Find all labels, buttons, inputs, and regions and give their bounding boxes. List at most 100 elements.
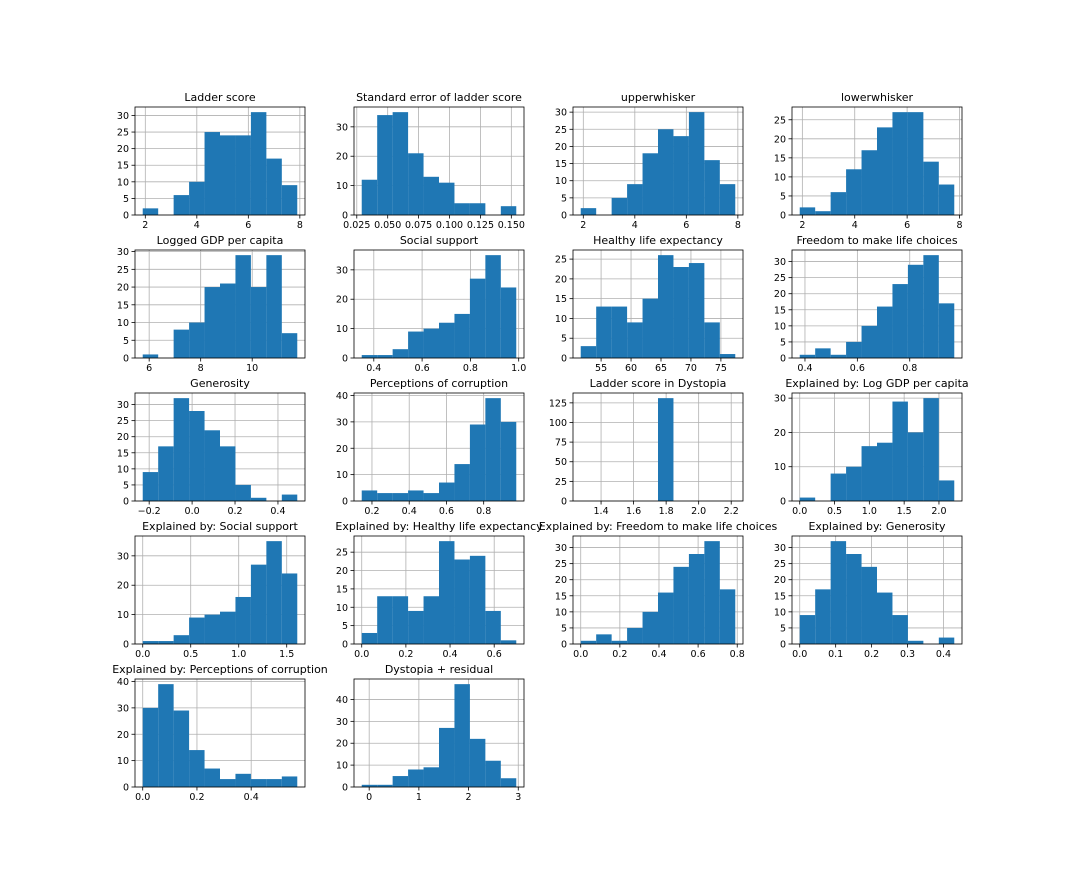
y-tick-label: 20 — [774, 428, 786, 439]
y-tick-label: 5 — [780, 191, 786, 202]
x-tick-label: 0.0 — [792, 506, 807, 517]
subplot-title: lowerwhisker — [841, 91, 914, 104]
x-tick-label: 0.5 — [827, 506, 842, 517]
y-tick-label: 0 — [561, 354, 567, 365]
x-tick-label: 0.0 — [185, 506, 200, 517]
bar — [861, 566, 877, 644]
bar — [642, 298, 658, 358]
y-tick-label: 20 — [336, 295, 348, 306]
axes-frame — [134, 535, 306, 645]
y-tick-label: 0 — [342, 211, 348, 222]
x-tick-label: 0.8 — [463, 363, 478, 374]
y-tick-label: 15 — [774, 153, 786, 164]
bar — [799, 354, 816, 358]
y-tick-label: 30 — [774, 394, 786, 405]
y-tick-label: 0 — [780, 211, 786, 222]
y-tick-label: 0 — [780, 640, 786, 651]
y-tick-label: 25 — [555, 477, 567, 488]
bar — [938, 637, 955, 644]
bar — [846, 466, 862, 501]
y-tick-label: 50 — [555, 457, 567, 468]
bar — [719, 589, 736, 644]
bar — [642, 611, 658, 644]
x-tick-label: 10 — [246, 363, 258, 374]
y-tick-label: 15 — [336, 584, 348, 595]
axes-frame — [572, 249, 744, 359]
bar — [704, 322, 720, 358]
y-tick-label: 100 — [549, 418, 567, 429]
bar — [439, 482, 455, 501]
y-tick-label: 20 — [774, 134, 786, 145]
x-tick-label: 8 — [735, 220, 741, 231]
bar — [923, 255, 939, 358]
bar — [220, 135, 236, 215]
bar — [923, 161, 939, 215]
y-tick-label: 30 — [117, 703, 129, 714]
y-tick-label: 20 — [117, 432, 129, 443]
y-tick-label: 5 — [561, 334, 567, 345]
y-tick-label: 5 — [123, 336, 129, 347]
y-tick-label: 5 — [123, 194, 129, 205]
bar — [392, 596, 409, 644]
y-tick-label: 10 — [117, 756, 129, 767]
x-tick-label: 0.6 — [439, 506, 454, 517]
x-tick-label: 4 — [852, 220, 858, 231]
x-tick-label: 0.8 — [476, 506, 491, 517]
y-tick-label: 25 — [555, 559, 567, 570]
bar — [377, 355, 393, 358]
bar — [877, 127, 893, 215]
bar — [204, 132, 220, 215]
x-tick-label: 0.4 — [936, 649, 951, 660]
bar — [220, 283, 236, 358]
bar — [454, 203, 470, 215]
axes-frame — [353, 249, 525, 359]
bar — [235, 255, 251, 358]
bar — [189, 617, 205, 644]
y-tick-label: 30 — [117, 400, 129, 411]
y-tick-label: 25 — [336, 548, 348, 559]
x-tick-label: 1.0 — [511, 363, 526, 374]
bar — [877, 442, 893, 501]
bar — [627, 184, 643, 215]
subplot-title: Healthy life expectancy — [593, 234, 723, 247]
bar — [142, 208, 159, 215]
x-tick-label: 0.6 — [487, 649, 502, 660]
bar — [627, 627, 643, 644]
bar — [423, 493, 439, 501]
bar — [892, 401, 908, 501]
bar — [281, 494, 298, 501]
bar — [907, 264, 924, 358]
x-tick-label: 0.4 — [366, 363, 381, 374]
bar — [423, 176, 439, 215]
x-tick-label: 4 — [632, 220, 638, 231]
x-tick-label: 0.4 — [270, 506, 285, 517]
subplot-title: Social support — [400, 234, 479, 247]
x-tick-label: 1.5 — [897, 506, 912, 517]
subplot-title: Explained by: Generosity — [808, 520, 946, 533]
x-tick-label: 0.4 — [442, 649, 457, 660]
bar — [658, 255, 674, 358]
bar — [500, 206, 517, 215]
y-tick-label: 20 — [336, 739, 348, 750]
bar — [423, 328, 439, 358]
subplot-title: upperwhisker — [621, 91, 696, 104]
bar — [158, 684, 174, 787]
x-tick-label: 75 — [715, 363, 727, 374]
x-tick-label: 0.150 — [498, 220, 525, 231]
y-tick-label: 5 — [561, 193, 567, 204]
bar — [658, 129, 674, 215]
bar — [173, 329, 190, 358]
subplot-title: Ladder score in Dystopia — [590, 377, 727, 390]
y-tick-label: 15 — [774, 591, 786, 602]
bar — [469, 555, 486, 644]
bar — [688, 263, 705, 358]
y-tick-label: 0 — [123, 783, 129, 794]
y-tick-label: 0 — [342, 783, 348, 794]
bar — [485, 610, 501, 644]
bar — [815, 589, 831, 644]
x-tick-label: 1 — [416, 792, 422, 803]
bar — [235, 135, 251, 215]
x-tick-label: 2 — [142, 220, 148, 231]
subplot-title: Freedom to make life choices — [796, 234, 957, 247]
bar — [892, 615, 908, 644]
